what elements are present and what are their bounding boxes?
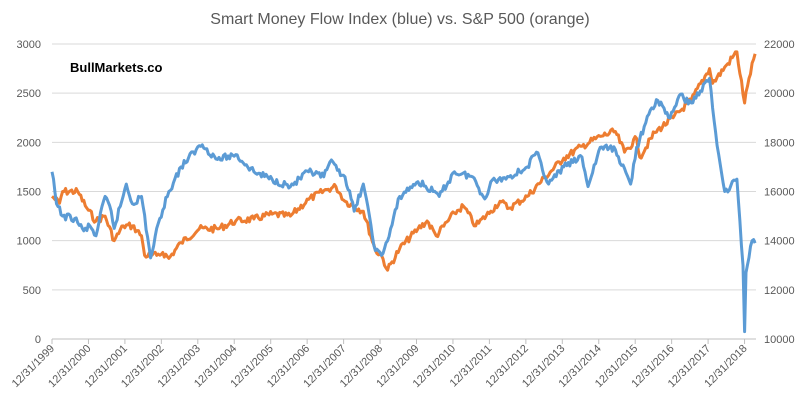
left-y-tick-label: 3000 <box>17 39 41 51</box>
watermark: BullMarkets.co <box>70 60 163 75</box>
left-y-tick-label: 1500 <box>17 187 41 199</box>
chart-title: Smart Money Flow Index (blue) vs. S&P 50… <box>210 11 589 28</box>
left-y-tick-label: 2500 <box>17 88 41 100</box>
right-y-tick-label: 14000 <box>764 236 795 248</box>
right-y-tick-label: 20000 <box>764 88 795 100</box>
right-y-tick-label: 12000 <box>764 285 795 297</box>
left-y-tick-label: 2000 <box>17 137 41 149</box>
right-y-tick-label: 18000 <box>764 137 795 149</box>
left-y-tick-label: 0 <box>35 334 41 346</box>
smart-money-flow-line <box>50 76 757 334</box>
right-y-tick-label: 22000 <box>764 39 795 51</box>
right-y-tick-label: 10000 <box>764 334 795 346</box>
left-y-tick-label: 1000 <box>17 236 41 248</box>
right-y-tick-label: 16000 <box>764 187 795 199</box>
left-y-tick-label: 500 <box>23 285 41 297</box>
sp500-line <box>51 50 757 272</box>
